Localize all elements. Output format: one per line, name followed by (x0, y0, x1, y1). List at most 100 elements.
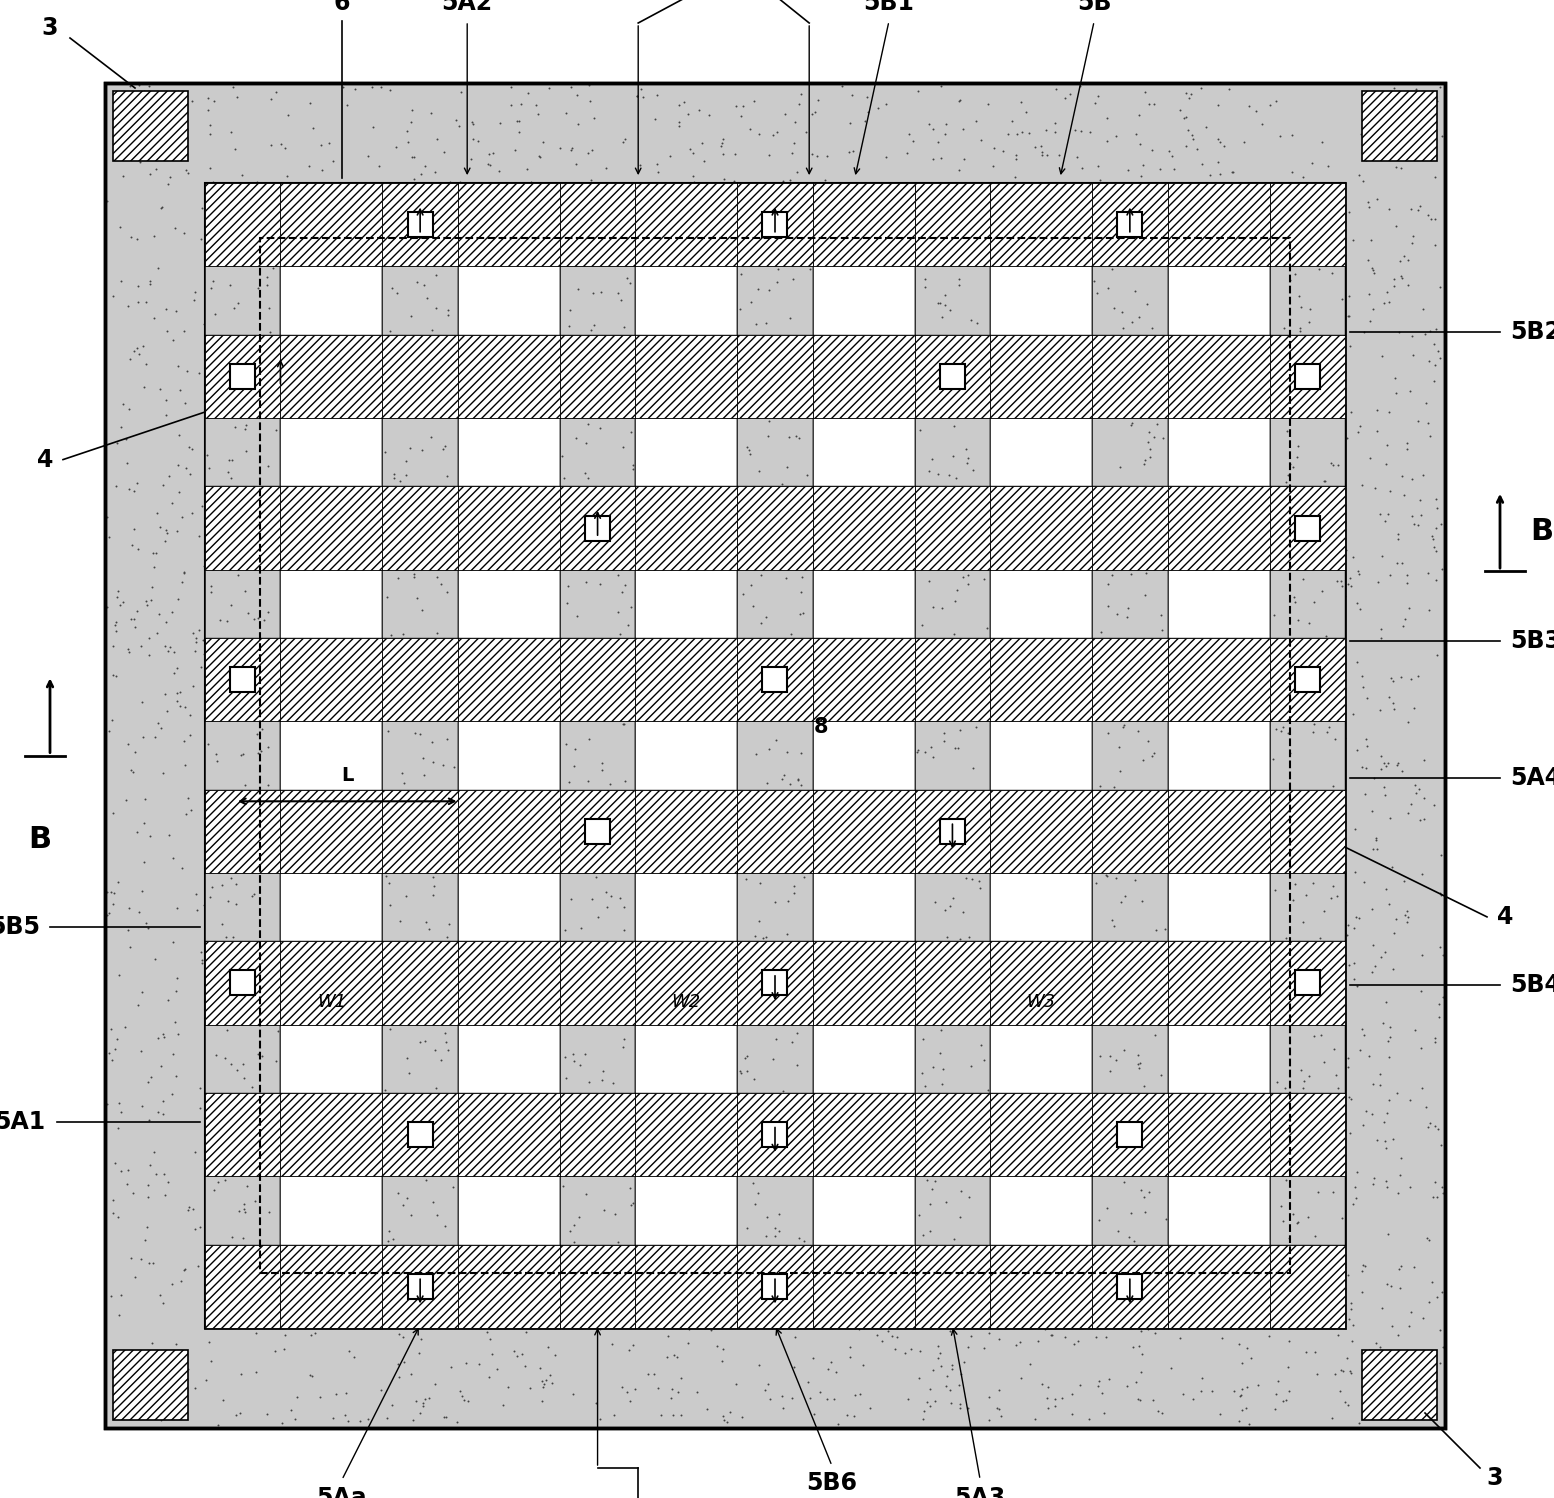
Point (239, 449, 264, 473)
Point (786, 91, 811, 115)
Point (634, 520, 659, 544)
Point (274, 532, 298, 556)
Point (606, 1113, 631, 1137)
Point (1374, 753, 1399, 777)
Point (549, 758, 573, 782)
Point (1125, 719, 1150, 743)
Point (1169, 1302, 1193, 1326)
Point (278, 1398, 303, 1422)
Point (884, 1095, 909, 1119)
Point (232, 416, 256, 440)
Point (165, 896, 190, 920)
Point (314, 1068, 339, 1092)
Point (738, 1258, 763, 1282)
Point (507, 1029, 531, 1053)
Point (984, 274, 1009, 298)
Point (274, 575, 298, 599)
Point (491, 930, 516, 954)
Point (507, 957, 531, 981)
Point (561, 1050, 586, 1074)
Point (737, 358, 761, 382)
Bar (458, 183, 559, 267)
Point (1187, 1237, 1212, 1261)
Point (275, 1303, 300, 1327)
Point (336, 508, 361, 532)
Point (157, 822, 182, 846)
Point (903, 891, 928, 915)
Point (586, 905, 611, 929)
Point (968, 454, 993, 478)
Point (1161, 229, 1186, 253)
Point (1018, 1004, 1043, 1028)
Point (715, 1237, 740, 1261)
Point (1167, 1326, 1192, 1350)
Point (96, 902, 121, 926)
Point (771, 631, 796, 655)
Point (897, 613, 922, 637)
Point (255, 273, 280, 297)
Point (1371, 1381, 1395, 1405)
Point (552, 1046, 577, 1070)
Point (1018, 1290, 1043, 1314)
Point (1282, 746, 1307, 770)
Point (779, 505, 803, 529)
Point (211, 210, 236, 234)
Point (205, 1124, 230, 1147)
Point (479, 866, 503, 890)
Point (1377, 291, 1402, 315)
Point (1117, 1234, 1142, 1258)
Point (519, 1076, 544, 1100)
Point (491, 682, 516, 706)
Point (979, 394, 1004, 418)
Point (741, 956, 766, 980)
Point (586, 897, 611, 921)
Bar (915, 638, 990, 722)
Point (1111, 294, 1136, 318)
Point (1253, 319, 1277, 343)
Point (793, 917, 817, 941)
Point (260, 858, 284, 882)
Point (455, 700, 480, 724)
Point (609, 833, 634, 857)
Point (525, 351, 550, 374)
Point (152, 682, 177, 706)
Point (373, 1224, 398, 1248)
Point (496, 1204, 521, 1228)
Point (673, 767, 698, 791)
Point (437, 493, 462, 517)
Point (615, 265, 640, 289)
Point (1156, 575, 1181, 599)
Point (1184, 975, 1209, 999)
Point (887, 942, 912, 966)
Point (435, 924, 460, 948)
Point (1285, 1210, 1310, 1234)
Point (146, 256, 171, 280)
Point (152, 529, 177, 553)
Point (182, 280, 207, 304)
Point (230, 1227, 255, 1251)
Point (721, 169, 746, 193)
Point (900, 843, 925, 867)
Point (735, 210, 760, 234)
Bar (737, 1025, 813, 1094)
Text: 5B2: 5B2 (1510, 321, 1554, 345)
Point (769, 472, 794, 496)
Bar (205, 569, 280, 638)
Point (923, 580, 948, 604)
Point (755, 1100, 780, 1124)
Point (1091, 740, 1116, 764)
Point (948, 590, 973, 614)
Point (626, 662, 651, 686)
Point (1043, 599, 1068, 623)
Point (743, 560, 768, 584)
Point (1287, 885, 1312, 909)
Point (390, 315, 415, 339)
Point (617, 412, 642, 436)
Point (1033, 942, 1058, 966)
Point (1274, 1167, 1299, 1191)
Point (598, 505, 623, 529)
Point (796, 1371, 821, 1395)
Point (932, 999, 957, 1023)
Point (679, 288, 704, 312)
Point (1159, 1255, 1184, 1279)
